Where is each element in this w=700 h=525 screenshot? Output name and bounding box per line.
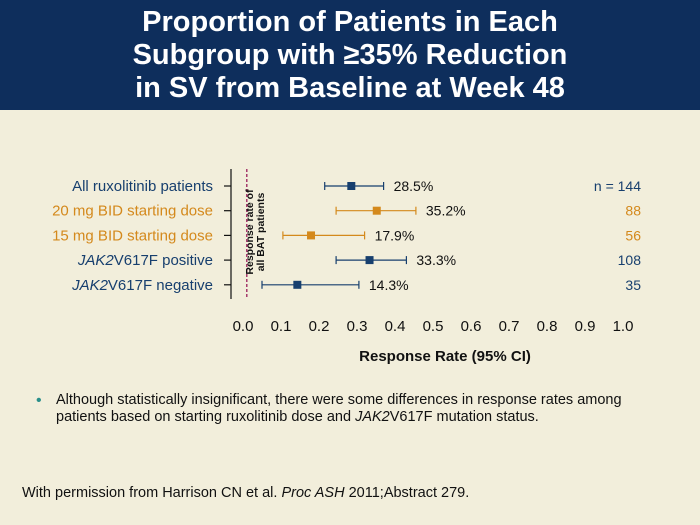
row-label: All ruxolitinib patients bbox=[72, 178, 213, 195]
x-tick-label: 0.2 bbox=[309, 318, 330, 335]
slide-title-line-3: in SV from Baseline at Week 48 bbox=[135, 71, 565, 104]
slide-header: Proportion of Patients in Each Subgroup … bbox=[0, 0, 700, 110]
value-label: 35.2% bbox=[426, 203, 466, 219]
x-tick-label: 0.5 bbox=[423, 318, 444, 335]
x-tick-label: 1.0 bbox=[613, 318, 634, 335]
value-label: 28.5% bbox=[394, 178, 434, 194]
reference-line-label-line: all BAT patients bbox=[255, 193, 267, 272]
n-value: 35 bbox=[625, 277, 641, 293]
row-label-part: 15 mg BID starting dose bbox=[52, 227, 213, 244]
forest-plot: Response rate ofall BAT patients n = 144 A… bbox=[52, 169, 642, 365]
point-estimate bbox=[307, 231, 316, 240]
n-header: n = 144 bbox=[594, 178, 641, 194]
x-tick-label: 0.3 bbox=[347, 318, 368, 335]
value-label: 33.3% bbox=[416, 252, 456, 268]
row-label: 20 mg BID starting dose bbox=[52, 203, 213, 220]
n-value: 56 bbox=[625, 227, 641, 243]
row-label-part: 20 mg BID starting dose bbox=[52, 203, 213, 220]
reference-line-label: Response rate ofall BAT patients bbox=[244, 189, 267, 275]
reference-line-label-line: Response rate of bbox=[244, 189, 256, 275]
bullet-point: • Although statistically insignificant, … bbox=[36, 392, 656, 426]
row-label-part: JAK2 bbox=[71, 277, 109, 294]
slide-title-line-2: Subgroup with ≥35% Reduction bbox=[132, 38, 568, 71]
value-label: 17.9% bbox=[375, 227, 415, 243]
row-label-part: V617F positive bbox=[114, 252, 213, 269]
point-estimate bbox=[365, 256, 374, 265]
x-tick-label: 0.4 bbox=[385, 318, 406, 335]
row-label-part: All ruxolitinib patients bbox=[72, 178, 213, 195]
value-label: 14.3% bbox=[369, 277, 409, 293]
x-tick-label: 0.9 bbox=[575, 318, 596, 335]
bullet-text: Although statistically insignificant, th… bbox=[56, 392, 622, 425]
point-estimate bbox=[372, 206, 381, 215]
row-label-part: JAK2 bbox=[77, 252, 115, 269]
credit-line: With permission from Harrison CN et al. … bbox=[22, 485, 470, 501]
row-label: 15 mg BID starting dose bbox=[52, 227, 213, 244]
x-tick-label: 0.6 bbox=[461, 318, 482, 335]
n-value: 88 bbox=[625, 203, 641, 219]
slide-title-line-1: Proportion of Patients in Each bbox=[142, 5, 558, 38]
point-estimate bbox=[347, 182, 356, 190]
x-axis-label: Response Rate (95% CI) bbox=[359, 348, 531, 365]
row-label-part: V617F negative bbox=[108, 277, 213, 294]
point-estimate bbox=[293, 280, 302, 289]
bullet-dot-icon: • bbox=[36, 392, 42, 409]
n-value: 108 bbox=[618, 252, 642, 268]
row-label: JAK2V617F positive bbox=[77, 252, 213, 269]
x-tick-label: 0.8 bbox=[537, 318, 558, 335]
row-label: JAK2V617F negative bbox=[71, 277, 213, 294]
x-tick-label: 0.0 bbox=[233, 318, 254, 335]
x-tick-label: 0.7 bbox=[499, 318, 520, 335]
x-tick-label: 0.1 bbox=[271, 318, 292, 335]
